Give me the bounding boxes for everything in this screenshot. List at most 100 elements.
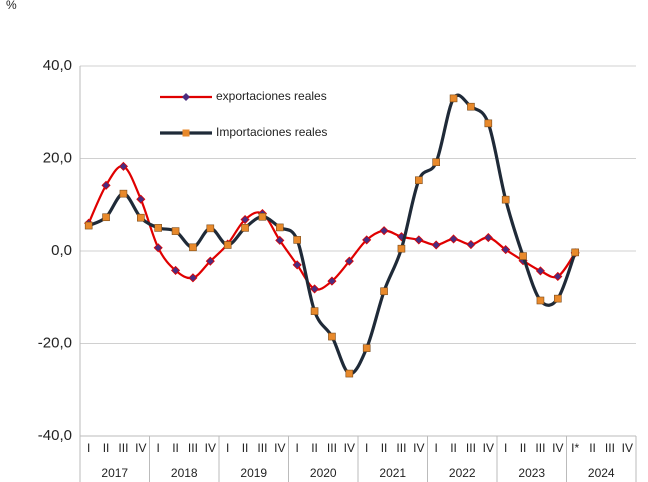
y-axis-label: % [6, 0, 17, 12]
data-point [448, 234, 459, 244]
data-point [171, 227, 180, 235]
group-label: 2019 [240, 466, 267, 480]
x-tick-label: II [103, 441, 110, 455]
data-point [205, 256, 215, 266]
data-point [101, 180, 111, 190]
data-point [240, 214, 250, 225]
data-point [536, 296, 545, 305]
data-point [571, 248, 579, 257]
y-tick-label: -40,0 [38, 427, 72, 444]
x-tick-label: II [242, 441, 249, 455]
data-point [118, 161, 129, 171]
data-point [483, 233, 493, 243]
x-tick-label: III [535, 441, 545, 455]
data-point [327, 276, 337, 286]
data-point [554, 294, 562, 303]
data-point [119, 189, 128, 198]
x-tick-label: IV [205, 441, 216, 455]
x-tick-label: IV [483, 441, 494, 455]
data-point [380, 287, 388, 296]
data-point [206, 224, 215, 233]
y-tick-label: 0,0 [51, 242, 72, 259]
data-point [362, 235, 372, 245]
data-point [432, 158, 440, 166]
data-point [223, 241, 232, 249]
x-tick-label: I [365, 441, 368, 455]
data-point [189, 243, 197, 252]
data-point [362, 344, 371, 352]
series-line [87, 93, 577, 376]
x-tick-label: II [589, 441, 596, 455]
legend-label: exportaciones reales [216, 89, 327, 103]
x-tick-label: I [296, 441, 299, 455]
data-point [414, 235, 424, 245]
x-tick-label: II [520, 441, 527, 455]
x-tick-label: III [188, 441, 198, 455]
data-point [466, 239, 476, 250]
data-point [153, 243, 163, 253]
group-label: 2018 [171, 466, 198, 480]
y-tick-label: -20,0 [38, 334, 72, 351]
data-point [293, 236, 301, 244]
x-tick-label: II [311, 441, 318, 455]
data-point [136, 194, 146, 204]
x-tick-label: I [157, 441, 160, 455]
x-tick-label: II [172, 441, 179, 455]
data-point [84, 221, 93, 230]
group-label: 2023 [518, 466, 545, 480]
data-point [397, 244, 406, 253]
data-point [309, 284, 320, 294]
x-tick-label: I* [571, 441, 579, 455]
x-tick-label: III [327, 441, 337, 455]
x-tick-label: I [504, 441, 507, 455]
data-point [431, 240, 441, 250]
x-tick-label: III [605, 441, 615, 455]
data-point [170, 265, 181, 275]
group-label: 2021 [379, 466, 406, 480]
data-point [328, 332, 336, 341]
legend-label: Importaciones reales [216, 125, 327, 139]
data-point [188, 273, 198, 283]
group-label: 2022 [449, 466, 476, 480]
group-label: 2020 [310, 466, 337, 480]
x-tick-label: IV [344, 441, 355, 455]
data-point [501, 245, 511, 255]
x-tick-label: III [396, 441, 406, 455]
group-label: 2024 [588, 466, 615, 480]
data-point [310, 307, 319, 315]
data-point [484, 119, 493, 128]
data-point [137, 213, 145, 222]
data-point [276, 223, 284, 232]
x-tick-label: I [435, 441, 438, 455]
group-label: 2017 [101, 466, 128, 480]
data-point [275, 235, 285, 245]
data-point [415, 176, 423, 185]
x-tick-label: IV [552, 441, 563, 455]
data-point [501, 195, 510, 204]
x-tick-label: II [450, 441, 457, 455]
y-tick-label: 40,0 [43, 57, 72, 74]
legend-marker [182, 93, 190, 101]
x-tick-label: III [257, 441, 267, 455]
legend-marker [182, 129, 190, 137]
x-tick-label: III [118, 441, 128, 455]
data-point [519, 252, 527, 260]
x-tick-label: IV [622, 441, 633, 455]
data-point [258, 212, 267, 221]
data-point [467, 102, 475, 111]
y-tick-label: 20,0 [43, 149, 72, 166]
data-point [241, 224, 249, 232]
x-tick-label: IV [135, 441, 146, 455]
data-point [535, 266, 546, 276]
data-point [344, 256, 354, 266]
x-tick-label: IV [274, 441, 285, 455]
data-point [292, 260, 302, 270]
x-tick-label: II [381, 441, 388, 455]
data-point [345, 369, 354, 378]
x-tick-label: I [226, 441, 229, 455]
data-point [553, 271, 563, 282]
data-point [379, 226, 389, 236]
x-tick-label: III [466, 441, 476, 455]
x-tick-label: I [87, 441, 90, 455]
